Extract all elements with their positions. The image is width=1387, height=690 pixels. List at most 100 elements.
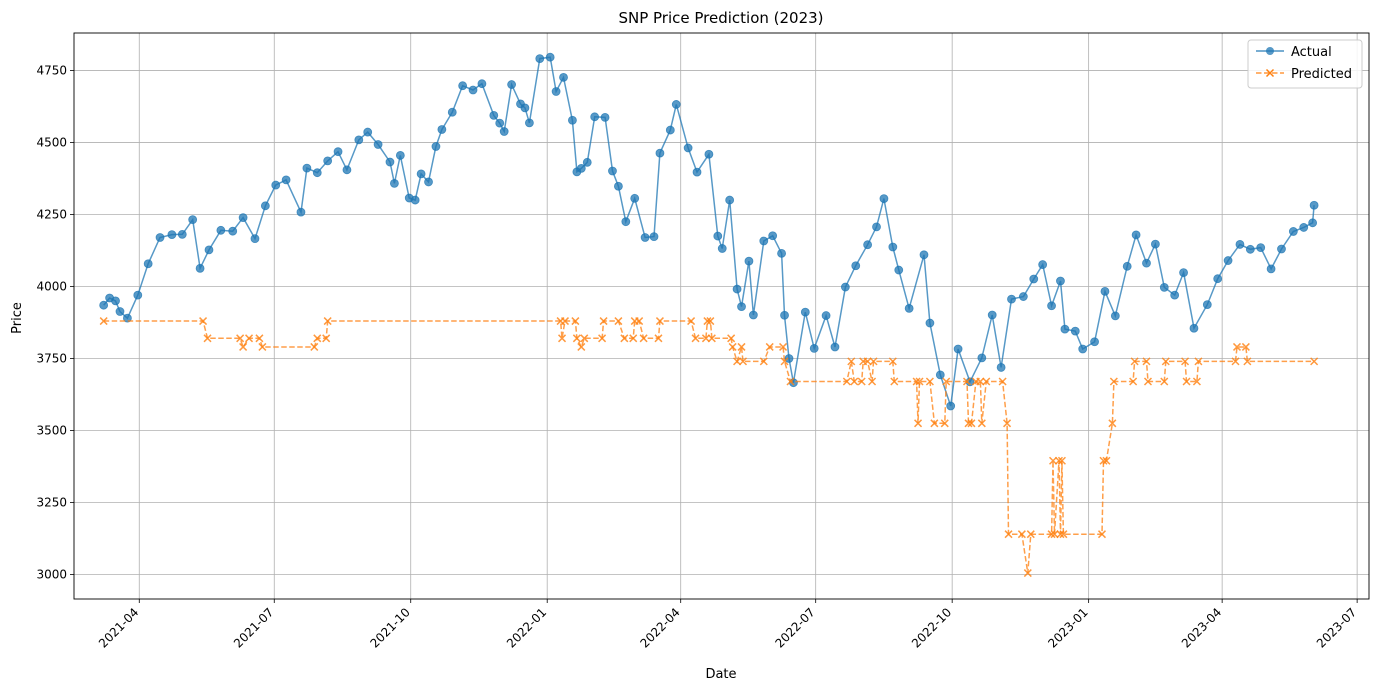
predicted-point	[691, 334, 700, 343]
predicted-point	[982, 377, 991, 386]
predicted-point	[1026, 530, 1035, 539]
actual-point	[545, 52, 555, 62]
actual-point	[759, 236, 769, 246]
actual-point	[1309, 200, 1319, 210]
actual-point	[458, 81, 468, 91]
predicted-point	[847, 357, 856, 366]
actual-point	[919, 250, 929, 260]
predicted-point	[580, 334, 589, 343]
actual-point	[717, 244, 727, 253]
actual-point	[780, 310, 789, 320]
predicted-point	[733, 357, 742, 366]
actual-point	[271, 180, 281, 190]
x-axis-label: Date	[705, 667, 736, 682]
predicted-point	[571, 317, 580, 326]
predicted-point	[1054, 456, 1064, 465]
actual-point	[665, 125, 675, 135]
predicted-point	[1243, 357, 1252, 366]
predicted-point	[614, 317, 623, 326]
predicted-point	[1003, 419, 1012, 428]
predicted-point	[706, 317, 715, 326]
predicted-point	[620, 334, 629, 343]
actual-point	[649, 232, 659, 242]
actual-point	[416, 169, 426, 179]
grid	[74, 33, 1369, 599]
predicted-point	[737, 342, 746, 351]
actual-point	[281, 175, 291, 185]
legend: Actual Predicted	[1247, 39, 1363, 89]
actual-point	[748, 310, 758, 320]
predicted-point	[203, 334, 212, 343]
actual-point	[1245, 244, 1255, 254]
y-tick-label: 4250	[36, 207, 67, 221]
actual-point	[342, 165, 352, 175]
actual-point	[704, 149, 714, 159]
predicted-point	[1129, 377, 1138, 386]
predicted-point	[1004, 530, 1013, 539]
predicted-point	[1232, 342, 1242, 351]
predicted-point	[1194, 357, 1203, 366]
actual-point	[777, 248, 786, 258]
predicted-point	[703, 317, 712, 326]
plot-area-frame	[73, 32, 1370, 600]
actual-point	[431, 142, 441, 151]
predicted-point	[942, 377, 951, 386]
actual-point	[640, 233, 650, 242]
actual-point	[1170, 290, 1180, 300]
actual-point	[354, 135, 364, 145]
actual-point	[600, 112, 610, 122]
actual-series	[99, 52, 1319, 411]
predicted-point	[786, 377, 795, 386]
actual-point	[1256, 243, 1266, 252]
actual-point	[390, 178, 399, 188]
predicted-point	[962, 377, 972, 386]
actual-point	[260, 201, 270, 211]
predicted-point	[1059, 530, 1068, 539]
actual-point	[946, 401, 956, 411]
actual-point	[830, 342, 840, 352]
actual-point	[1142, 258, 1151, 268]
legend-actual-marker	[1266, 47, 1274, 55]
actual-point	[373, 140, 383, 149]
predicted-point	[977, 419, 986, 428]
actual-point	[683, 143, 693, 153]
predicted-point	[914, 419, 923, 428]
predicted-point	[1231, 357, 1240, 366]
actual-point	[671, 100, 681, 109]
actual-point	[447, 107, 457, 117]
actual-point	[879, 194, 889, 204]
predicted-point	[1109, 377, 1118, 386]
y-tick-label: 3500	[36, 423, 67, 437]
predicted-point	[1192, 377, 1201, 386]
actual-point	[568, 115, 577, 125]
actual-point	[1308, 218, 1318, 228]
actual-point	[410, 195, 420, 205]
predicted-point	[310, 342, 319, 351]
actual-point	[507, 80, 517, 89]
actual-point	[1110, 311, 1120, 321]
actual-point	[784, 354, 794, 363]
actual-point	[1131, 230, 1141, 240]
predicted-point	[1050, 530, 1059, 539]
actual-point	[1299, 223, 1309, 232]
actual-point	[302, 163, 312, 173]
actual-point	[363, 127, 373, 137]
actual-point	[888, 242, 898, 252]
actual-point	[840, 282, 850, 292]
actual-point	[614, 181, 623, 191]
actual-point	[894, 265, 904, 275]
predicted-point	[765, 342, 774, 351]
predicted-point	[998, 377, 1007, 386]
actual-point	[737, 302, 746, 312]
actual-point	[1150, 239, 1160, 249]
actual-point	[535, 54, 545, 64]
predicted-point	[779, 342, 788, 351]
actual-point	[188, 215, 198, 225]
predicted-point	[842, 377, 851, 386]
predicted-point	[863, 357, 872, 366]
actual-point	[1202, 300, 1212, 310]
predicted-point	[1097, 530, 1107, 539]
predicted-point	[707, 334, 716, 343]
actual-point	[1090, 337, 1099, 347]
predicted-point	[1142, 357, 1151, 366]
